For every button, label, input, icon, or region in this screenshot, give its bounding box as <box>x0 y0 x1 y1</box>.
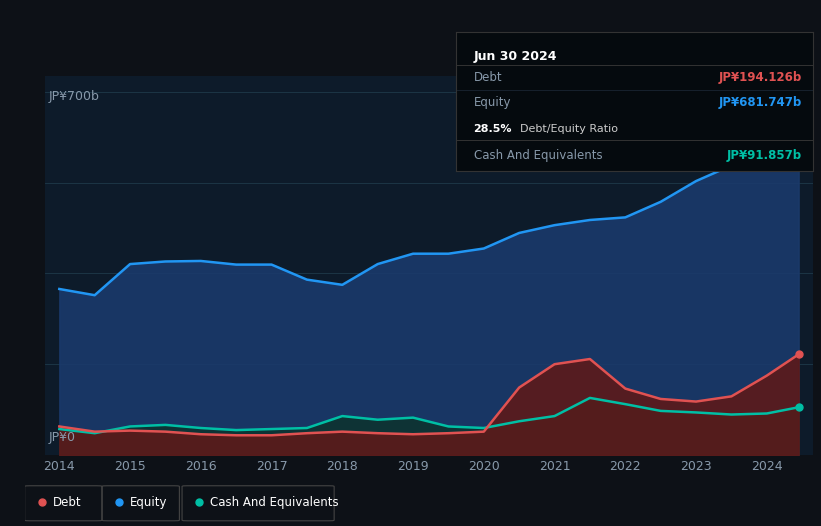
Text: Debt: Debt <box>474 70 502 84</box>
Text: JP¥194.126b: JP¥194.126b <box>719 70 802 84</box>
Text: Equity: Equity <box>130 496 167 509</box>
Text: Debt/Equity Ratio: Debt/Equity Ratio <box>520 124 618 134</box>
Text: Equity: Equity <box>474 96 511 109</box>
Text: 28.5%: 28.5% <box>474 124 512 134</box>
Text: JP¥91.857b: JP¥91.857b <box>727 149 802 161</box>
Text: Debt: Debt <box>53 496 81 509</box>
Text: JP¥700b: JP¥700b <box>49 89 100 103</box>
Text: Cash And Equivalents: Cash And Equivalents <box>474 149 602 161</box>
Text: JP¥681.747b: JP¥681.747b <box>719 96 802 109</box>
Text: JP¥0: JP¥0 <box>49 431 76 443</box>
Text: Cash And Equivalents: Cash And Equivalents <box>210 496 338 509</box>
Text: Jun 30 2024: Jun 30 2024 <box>474 49 557 63</box>
